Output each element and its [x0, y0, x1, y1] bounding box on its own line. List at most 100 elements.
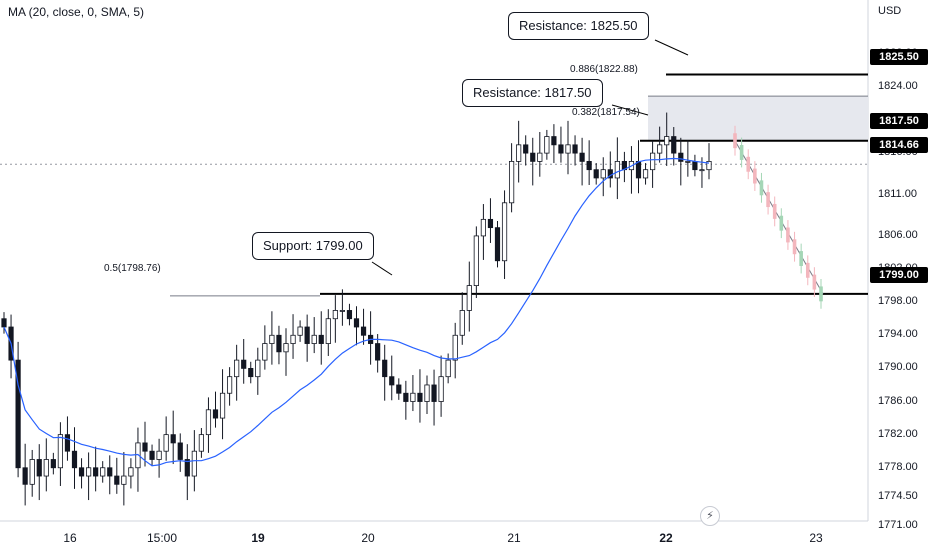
time-tick: 16	[63, 531, 77, 545]
projection-candle	[739, 145, 744, 160]
candle-down	[558, 144, 564, 154]
projection-candle	[799, 251, 803, 266]
candle-up	[438, 376, 444, 402]
candle-down	[353, 318, 360, 328]
price-tick: 1782.00	[878, 427, 918, 440]
candle-down	[318, 334, 324, 344]
candle-up	[198, 434, 204, 452]
projection-candle	[746, 156, 751, 172]
candle-down	[375, 343, 381, 361]
candle-down	[15, 359, 21, 469]
candle-down	[149, 450, 155, 460]
candle-up	[57, 434, 64, 469]
candle-up	[325, 318, 331, 344]
candle-up	[706, 160, 712, 171]
candle-down	[71, 450, 78, 469]
price-tick: 1774.50	[878, 489, 918, 502]
candle-down	[530, 152, 536, 162]
projection-candle	[786, 227, 790, 243]
time-tick: 20	[361, 531, 375, 545]
candle-down	[431, 384, 437, 402]
projection-candle	[805, 262, 810, 278]
price-tick: 1771.00	[878, 518, 918, 531]
candle-up	[219, 392, 226, 419]
candle-up	[234, 359, 240, 378]
candle-down	[487, 218, 494, 229]
candle-down	[692, 160, 698, 171]
candle-down	[523, 144, 529, 154]
candle-up	[614, 160, 620, 179]
candle-up	[452, 334, 458, 361]
candle-up	[269, 334, 275, 344]
candle-down	[36, 459, 42, 477]
candle-down	[346, 310, 353, 320]
candle-down	[360, 326, 367, 336]
candle-up	[501, 202, 508, 262]
candle-up	[657, 144, 663, 154]
projection-candle	[812, 274, 817, 290]
candle-up	[642, 169, 649, 179]
candle-up	[311, 334, 317, 344]
lightning-icon[interactable]: ⚡	[700, 506, 720, 526]
price-tag-resistance-top: 1825.50	[870, 49, 928, 65]
projection-candle	[792, 239, 797, 255]
candles	[1, 112, 712, 506]
price-tick: 1790.00	[878, 361, 918, 374]
candle-down	[107, 467, 113, 477]
levels	[170, 39, 868, 297]
candle-down	[551, 136, 557, 146]
candle-down	[241, 359, 247, 369]
candle-up	[424, 384, 430, 402]
candle-up	[600, 169, 606, 179]
candle-up	[191, 450, 197, 477]
candle-up	[339, 310, 346, 312]
projection	[733, 125, 824, 309]
candle-up	[473, 235, 479, 286]
candle-up	[664, 136, 670, 146]
candle-up	[650, 152, 656, 171]
support-callout[interactable]: Support: 1799.00	[252, 232, 374, 260]
candle-down	[64, 434, 71, 452]
resistance-zone	[648, 96, 868, 141]
candle-up	[262, 343, 268, 361]
candle-down	[579, 152, 585, 162]
time-tick: 15:00	[146, 531, 178, 545]
candle-down	[586, 160, 592, 171]
price-tick: 1778.00	[878, 460, 918, 473]
candle-down	[212, 409, 219, 419]
projection-candle	[772, 203, 777, 219]
candle-down	[382, 359, 388, 378]
candle-up	[255, 359, 261, 378]
time-tick: 21	[507, 531, 521, 545]
candle-down	[304, 326, 310, 344]
candle-up	[410, 392, 416, 402]
callout-pointer-mid	[611, 104, 649, 116]
candle-up	[466, 285, 472, 311]
candle-up	[100, 467, 106, 477]
candle-up	[121, 475, 127, 485]
candle-up	[544, 136, 550, 154]
resistance-mid-callout[interactable]: Resistance: 1817.50	[462, 79, 603, 107]
candle-down	[248, 367, 254, 378]
candle-down	[494, 227, 501, 262]
price-tick: 1811.00	[878, 187, 917, 200]
time-tick: 22	[659, 531, 673, 545]
resistance-top-callout[interactable]: Resistance: 1825.50	[508, 12, 649, 40]
fib-886-label: 0.886(1822.88)	[570, 64, 638, 75]
price-tick: 1786.00	[878, 394, 918, 407]
candle-up	[163, 434, 169, 452]
candle-down	[635, 160, 642, 179]
candle-up	[283, 343, 289, 353]
candle-down	[170, 434, 176, 444]
candle-up	[29, 459, 35, 485]
price-tick: 1806.00	[878, 228, 918, 241]
candle-up	[226, 376, 233, 394]
projection-candle	[766, 192, 770, 208]
indicator-label[interactable]: MA (20, close, 0, SMA, 5)	[8, 5, 145, 19]
currency-label[interactable]: USD	[878, 5, 902, 17]
candle-down	[396, 384, 402, 394]
candle-down	[78, 467, 85, 477]
candle-up	[205, 409, 212, 436]
projection-candle	[733, 133, 737, 149]
